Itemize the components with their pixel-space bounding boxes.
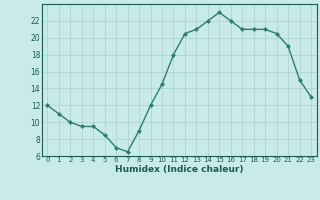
X-axis label: Humidex (Indice chaleur): Humidex (Indice chaleur) [115,165,244,174]
